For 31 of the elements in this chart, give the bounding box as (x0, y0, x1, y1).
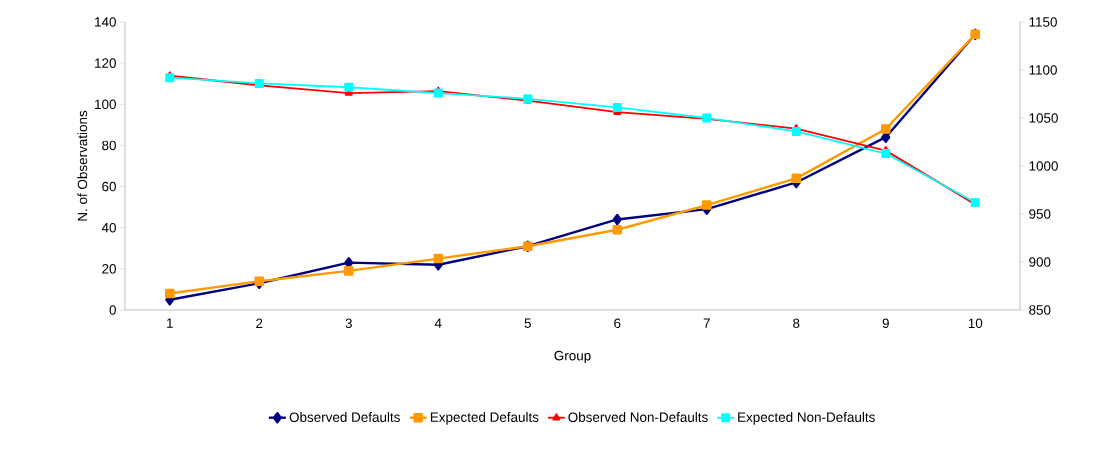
legend-label: Observed Defaults (289, 412, 400, 422)
y-tick-label: 0 (109, 305, 116, 315)
y2-tick-label: 900 (1029, 257, 1051, 267)
x-tick-label: 3 (345, 318, 352, 329)
x-tick-label: 4 (434, 318, 442, 328)
x-tick-label: 10 (968, 318, 983, 329)
x-tick-label: 5 (524, 318, 531, 328)
y2-tick-label: 1150 (1029, 17, 1057, 27)
y-tick-label: 60 (102, 181, 116, 192)
x-tick-label: 9 (882, 318, 889, 329)
x-tick-label: 7 (703, 318, 710, 328)
y-tick-label: 140 (95, 17, 116, 27)
x-tick-label: 8 (793, 318, 800, 329)
y2-tick-label: 1050 (1029, 113, 1058, 123)
y2-tick-label: 850 (1029, 305, 1051, 315)
y-tick-label: 40 (101, 222, 116, 233)
y-tick-label: 120 (95, 58, 116, 68)
legend-label: Observed Non-Defaults (568, 412, 708, 422)
y2-tick-label: 1000 (1029, 161, 1058, 171)
y-tick-label: 20 (102, 264, 116, 274)
x-tick-label: 1 (167, 318, 173, 328)
legend-label: Expected Non-Defaults (738, 412, 875, 425)
y2-tick-label: 950 (1029, 209, 1051, 219)
y-tick-label: 80 (102, 140, 116, 151)
x-tick-label: 2 (256, 318, 263, 328)
y-tick-label: 100 (95, 99, 116, 110)
y-axis-title: N. of Observations (77, 110, 88, 221)
legend-label: Expected Defaults (430, 412, 539, 425)
x-axis-title: Group (554, 350, 591, 364)
y2-tick-label: 1100 (1029, 65, 1057, 75)
x-tick-label: 6 (614, 318, 621, 329)
